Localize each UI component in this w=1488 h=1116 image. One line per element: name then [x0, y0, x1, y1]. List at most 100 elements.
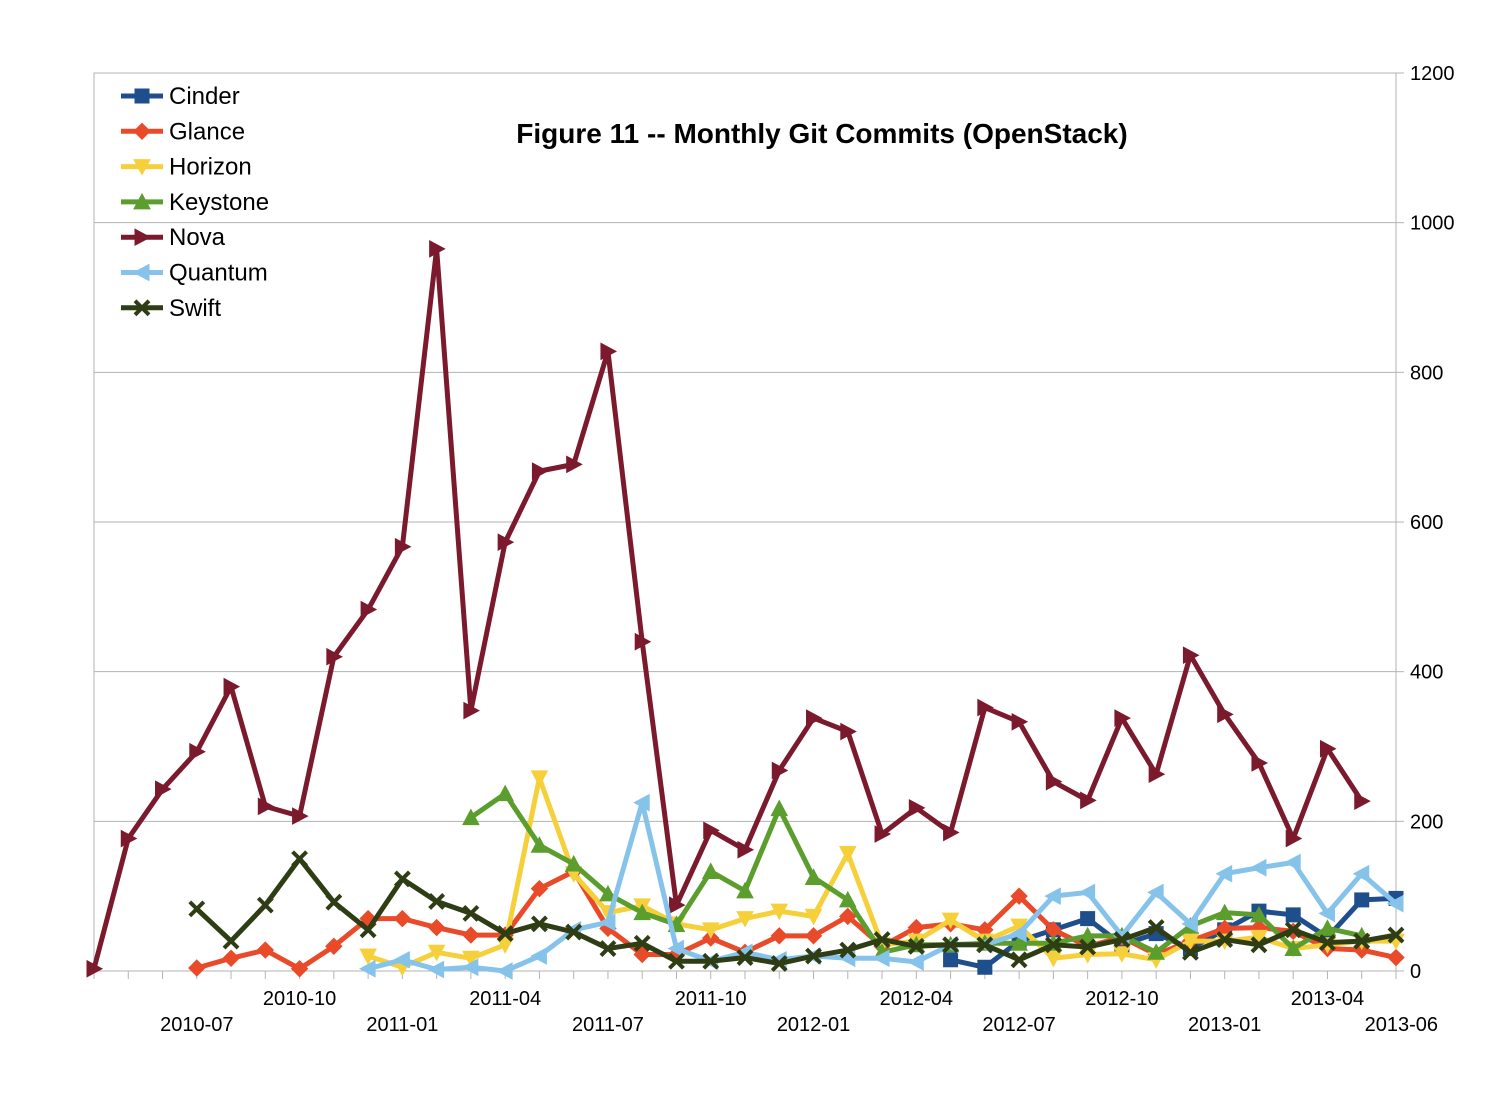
- swift-point: [462, 904, 480, 922]
- glance-point: [462, 926, 480, 944]
- keystone-point: [1284, 939, 1303, 957]
- nova-point: [1114, 709, 1131, 727]
- keystone-point: [462, 808, 480, 826]
- nova-point: [1011, 712, 1029, 731]
- series-swift: [188, 850, 1405, 972]
- swift-point: [668, 952, 685, 970]
- nova-point: [531, 462, 549, 480]
- quantum-point: [872, 949, 890, 968]
- legend-item-keystone: Keystone: [121, 189, 269, 216]
- glance-point: [393, 909, 412, 928]
- glance-point: [804, 927, 823, 945]
- glance-point: [1387, 948, 1405, 967]
- quantum-point: [1044, 887, 1061, 906]
- legend-item-nova: Nova: [121, 224, 226, 251]
- swift-point: [805, 947, 822, 965]
- nova-point: [189, 742, 206, 761]
- swift-point: [907, 937, 925, 955]
- keystone-point: [1250, 905, 1268, 923]
- keystone-point: [1010, 934, 1028, 951]
- quantum-point: [393, 950, 410, 969]
- nova-point: [1080, 791, 1097, 810]
- swift-point: [188, 900, 206, 918]
- cinder-point: [977, 959, 993, 975]
- glance-point: [256, 941, 275, 959]
- horizon-point: [1113, 946, 1131, 963]
- legend-marker: [133, 192, 151, 210]
- swift-point: [1010, 951, 1028, 969]
- quantum-point: [633, 793, 650, 812]
- legend-label: Keystone: [169, 189, 269, 216]
- legend-marker: [133, 122, 151, 141]
- nova-point: [737, 840, 755, 859]
- nova-point: [1045, 772, 1063, 791]
- swift-point: [1387, 926, 1405, 944]
- nova-point: [977, 698, 994, 717]
- nova-point: [292, 807, 309, 825]
- x-tick-label: 2011-07: [572, 1014, 644, 1036]
- keystone-point: [496, 784, 514, 802]
- quantum-point: [1386, 894, 1404, 913]
- y-tick-label: 200: [1410, 811, 1443, 833]
- glance-point: [633, 945, 651, 964]
- swift-point: [770, 955, 788, 972]
- nova-point: [566, 455, 583, 474]
- swift-point: [873, 931, 891, 948]
- horizon-point: [1181, 933, 1200, 951]
- keystone-point: [599, 884, 617, 902]
- nova-point: [394, 537, 412, 556]
- legend: Cinder Glance Horizon Keystone Nova Quantum Sw…: [121, 83, 269, 322]
- nova-point: [908, 799, 926, 817]
- horizon-point: [736, 911, 754, 928]
- chart-title: Figure 11 -- Monthly Git Commits (OpenSt…: [516, 118, 1127, 149]
- nova-point: [874, 825, 892, 843]
- nova-point: [840, 722, 857, 741]
- y-tick-label: 0: [1410, 961, 1421, 983]
- keystone-point: [838, 890, 857, 908]
- keystone-point: [1147, 943, 1165, 960]
- nova-point: [429, 240, 446, 258]
- swift-point: [1113, 931, 1131, 948]
- swift-point: [359, 921, 377, 939]
- quantum-point: [1078, 883, 1096, 902]
- swift-point: [222, 932, 240, 950]
- glance-point: [1010, 887, 1028, 905]
- nova-point: [1217, 705, 1234, 724]
- glance-point: [325, 937, 343, 956]
- quantum-point: [1147, 883, 1164, 902]
- nova-point: [120, 829, 138, 848]
- nova-point: [1251, 754, 1269, 772]
- legend-marker: [134, 228, 152, 247]
- swift-point: [325, 893, 343, 911]
- keystone-point: [701, 862, 720, 879]
- quantum-point: [530, 947, 547, 965]
- x-tick-label: 2012-10: [1085, 988, 1158, 1010]
- horizon-point: [530, 770, 549, 787]
- keystone-point: [1318, 919, 1337, 936]
- keystone-point: [633, 903, 652, 921]
- y-tick-label: 800: [1410, 362, 1443, 384]
- legend-marker: [133, 159, 151, 176]
- keystone-point: [770, 799, 789, 817]
- nova-point: [771, 761, 789, 780]
- swift-point: [1216, 931, 1234, 948]
- nova-point: [360, 600, 378, 619]
- horizon-point: [359, 948, 377, 966]
- swift-point: [599, 940, 617, 957]
- glance-point: [427, 918, 446, 937]
- nova-point: [634, 632, 652, 651]
- nova-point: [806, 709, 823, 727]
- swift-point: [428, 892, 446, 910]
- x-tick-label: 2012-04: [880, 988, 953, 1010]
- x-tick-label: 2012-07: [982, 1014, 1055, 1036]
- nova-point: [600, 342, 618, 361]
- legend-label: Glance: [169, 118, 245, 145]
- swift-point: [393, 870, 411, 888]
- keystone-point: [564, 854, 583, 872]
- horizon-point: [1250, 929, 1268, 947]
- swift-point: [1079, 938, 1097, 956]
- x-tick-label: 2013-01: [1188, 1014, 1261, 1036]
- horizon-point: [701, 922, 720, 939]
- nova-point: [1148, 765, 1166, 784]
- quantum-point: [1249, 858, 1267, 877]
